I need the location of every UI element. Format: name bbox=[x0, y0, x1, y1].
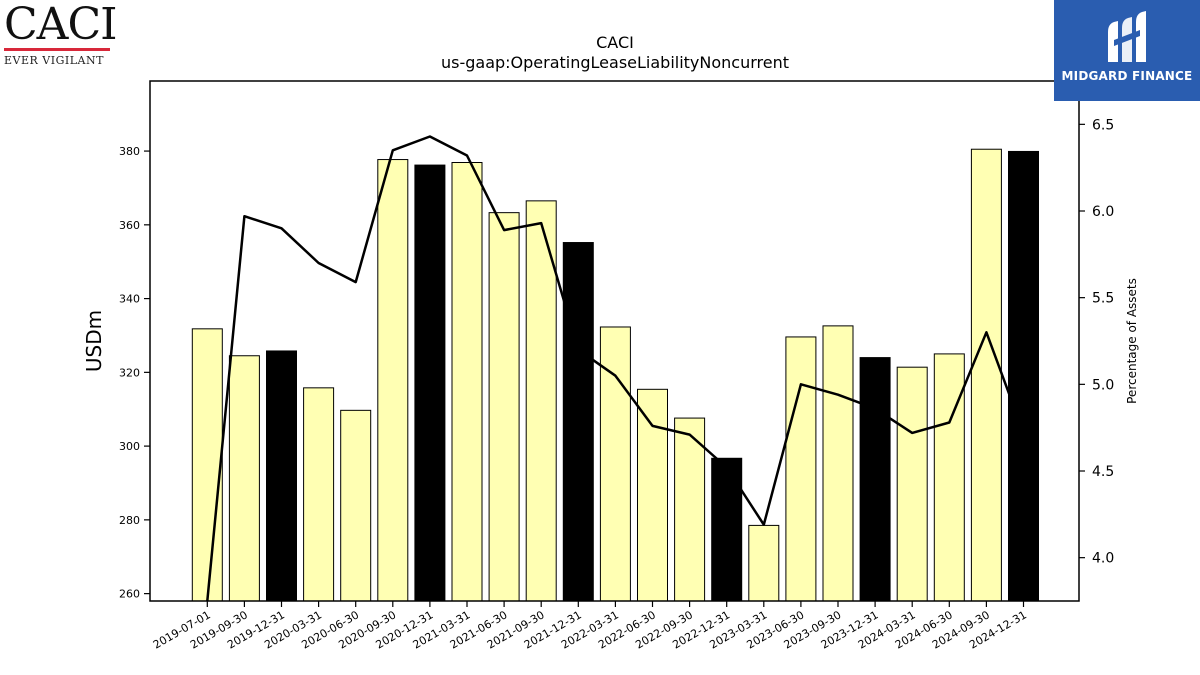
bar-2020-12-31 bbox=[414, 164, 446, 602]
midgard-logo-icon bbox=[1108, 11, 1146, 62]
x-axis: 2019-07-012019-09-302019-12-312020-03-31… bbox=[151, 601, 1029, 652]
plot-frame bbox=[149, 80, 1080, 602]
bar-2019-09-30 bbox=[228, 355, 260, 602]
y-tick-label-260: 260 bbox=[119, 588, 140, 601]
y2-tick-label-4.5: 4.5 bbox=[1092, 464, 1114, 480]
y2-tick-label-4: 4.0 bbox=[1092, 551, 1114, 567]
bar-2023-12-31 bbox=[859, 357, 891, 602]
caci-logo: CACI EVER VIGILANT bbox=[4, 0, 118, 67]
bar-2022-03-31 bbox=[599, 326, 631, 602]
chart-title: CACI bbox=[596, 33, 634, 52]
y-tick-label-380: 380 bbox=[119, 145, 140, 158]
chart-subtitle: us-gaap:OperatingLeaseLiabilityNoncurren… bbox=[441, 53, 789, 72]
bar-2023-06-30 bbox=[785, 336, 817, 602]
percentage-line bbox=[206, 135, 1025, 602]
bar-2019-07-01 bbox=[191, 328, 223, 602]
y-tick-label-300: 300 bbox=[119, 440, 140, 453]
y-tick-label-340: 340 bbox=[119, 293, 140, 306]
caci-logo-rule bbox=[4, 48, 110, 51]
bar-2021-09-30 bbox=[525, 200, 557, 602]
y2-tick-label-6: 6.0 bbox=[1092, 204, 1114, 220]
bar-group bbox=[191, 148, 1039, 602]
y2-tick-label-6.5: 6.5 bbox=[1092, 117, 1114, 133]
left-axis: 260 280 300 320 340 360 380 bbox=[119, 145, 150, 601]
bar-2024-06-30 bbox=[933, 353, 965, 602]
right-axis: 4.0 4.5 5.0 5.5 6.0 6.5 bbox=[1079, 117, 1114, 567]
bar-2023-09-30 bbox=[822, 325, 854, 602]
bar-2023-03-31 bbox=[748, 524, 780, 602]
y-tick-label-280: 280 bbox=[119, 514, 140, 527]
y2-axis-label: Percentage of Assets bbox=[1125, 278, 1139, 404]
bar-2024-09-30 bbox=[970, 148, 1002, 602]
bar-2020-09-30 bbox=[377, 159, 409, 602]
bar-2021-12-31 bbox=[562, 242, 594, 602]
bar-2020-06-30 bbox=[340, 409, 372, 602]
line-series bbox=[206, 135, 1025, 602]
y-axis-label: USDm bbox=[82, 310, 106, 372]
bar-2021-03-31 bbox=[451, 162, 483, 602]
bar-2020-03-31 bbox=[303, 387, 335, 602]
midgard-logo-text: MIDGARD FINANCE bbox=[1061, 69, 1193, 83]
bar-2022-09-30 bbox=[674, 417, 706, 602]
bar-2024-03-31 bbox=[896, 366, 928, 602]
bar-2024-12-31 bbox=[1008, 150, 1039, 602]
bar-2021-06-30 bbox=[488, 212, 520, 602]
y-tick-label-360: 360 bbox=[119, 219, 140, 232]
midgard-finance-logo: MIDGARD FINANCE bbox=[1054, 0, 1200, 101]
caci-logo-wordmark: CACI bbox=[4, 0, 118, 50]
y2-tick-label-5.5: 5.5 bbox=[1092, 291, 1114, 307]
caci-logo-tagline: EVER VIGILANT bbox=[4, 54, 104, 67]
bar-2022-12-31 bbox=[711, 457, 743, 602]
bar-2019-12-31 bbox=[266, 350, 297, 602]
y2-tick-label-5: 5.0 bbox=[1092, 377, 1114, 393]
bar-2022-06-30 bbox=[637, 388, 668, 602]
y-tick-label-320: 320 bbox=[119, 366, 140, 379]
